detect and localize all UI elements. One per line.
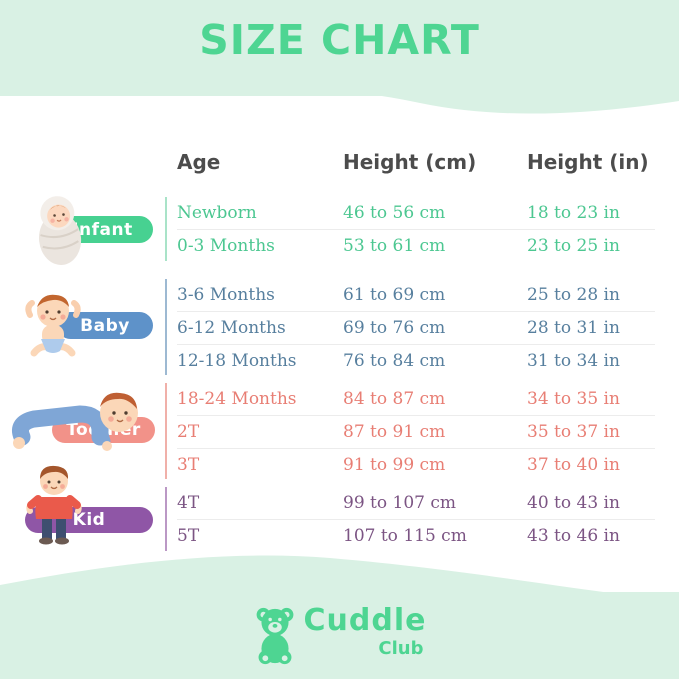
table-row: 12-18 Months 76 to 84 cm 31 to 34 in (177, 345, 655, 377)
swaddled-infant-illustration (20, 189, 100, 267)
group-label: Baby (80, 315, 130, 336)
group-label: Infant (72, 219, 133, 240)
age-cell: 18-24 Months (177, 389, 297, 409)
header-height-in: Height (in) (527, 150, 649, 174)
page-title: SIZE CHART (199, 16, 480, 64)
sitting-baby-illustration (22, 289, 84, 367)
table-row: 2T 87 to 91 cm 35 to 37 in (177, 416, 655, 449)
age-cell: 12-18 Months (177, 351, 297, 371)
height-cm-cell: 61 to 69 cm (343, 285, 446, 305)
height-in-cell: 35 to 37 in (527, 422, 620, 442)
table-row: 6-12 Months 69 to 76 cm 28 to 31 in (177, 312, 655, 345)
size-group-baby: Baby 3-6 Months 61 to 69 cm 25 to 28 in 6-1… (0, 279, 655, 375)
bottom-wave (0, 555, 679, 679)
table-row: Newborn 46 to 56 cm 18 to 23 in (177, 197, 655, 230)
age-cell: 2T (177, 422, 200, 442)
height-in-cell: 40 to 43 in (527, 493, 620, 513)
height-in-cell: 31 to 34 in (527, 351, 620, 371)
standing-kid-illustration (24, 463, 84, 547)
age-cell: 6-12 Months (177, 318, 286, 338)
height-in-cell: 34 to 35 in (527, 389, 620, 409)
logo-sub-text: Club (378, 638, 424, 659)
height-cm-cell: 99 to 107 cm (343, 493, 456, 513)
height-in-cell: 18 to 23 in (527, 203, 620, 223)
height-in-cell: 28 to 31 in (527, 318, 620, 338)
height-in-cell: 23 to 25 in (527, 236, 620, 256)
age-cell: 3T (177, 455, 200, 475)
infant-rows: Newborn 46 to 56 cm 18 to 23 in 0-3 Months 5… (165, 197, 655, 261)
table-row: 0-3 Months 53 to 61 cm 23 to 25 in (177, 230, 655, 262)
height-cm-cell: 87 to 91 cm (343, 422, 446, 442)
teddy-bear-icon (256, 607, 293, 665)
table-row: 3T 91 to 99 cm 37 to 40 in (177, 449, 655, 481)
height-cm-cell: 107 to 115 cm (343, 526, 467, 546)
height-cm-cell: 53 to 61 cm (343, 236, 446, 256)
age-cell: 4T (177, 493, 200, 513)
toddler-rows: 18-24 Months 84 to 87 cm 34 to 35 in 2T 87 t… (165, 383, 655, 479)
height-cm-cell: 46 to 56 cm (343, 203, 446, 223)
height-cm-cell: 84 to 87 cm (343, 389, 446, 409)
age-cell: Newborn (177, 203, 257, 223)
height-in-cell: 37 to 40 in (527, 455, 620, 475)
height-cm-cell: 91 to 99 cm (343, 455, 446, 475)
group-label: Kid (72, 510, 106, 530)
table-header: Age Height (cm) Height (in) (177, 150, 649, 174)
size-group-kid: Kid 4T 99 to 107 cm 40 to 43 in 5T 107 to 11… (0, 465, 655, 551)
baby-badge: Baby (57, 312, 153, 339)
table-row: 5T 107 to 115 cm 43 to 46 in (177, 520, 655, 552)
height-cm-cell: 76 to 84 cm (343, 351, 446, 371)
logo-brand-text: Cuddle (303, 603, 427, 638)
table-row: 3-6 Months 61 to 69 cm 25 to 28 in (177, 279, 655, 312)
table-row: 4T 99 to 107 cm 40 to 43 in (177, 487, 655, 520)
top-wave (0, 0, 679, 114)
crawling-toddler-illustration (6, 385, 146, 457)
table-row: 18-24 Months 84 to 87 cm 34 to 35 in (177, 383, 655, 416)
height-cm-cell: 69 to 76 cm (343, 318, 446, 338)
age-cell: 5T (177, 526, 200, 546)
header-height-cm: Height (cm) (343, 150, 477, 174)
header-age: Age (177, 150, 221, 174)
logo-wordmark: Cuddle Club (304, 606, 427, 658)
age-cell: 3-6 Months (177, 285, 275, 305)
baby-rows: 3-6 Months 61 to 69 cm 25 to 28 in 6-12 Mon… (165, 279, 655, 375)
age-cell: 0-3 Months (177, 236, 275, 256)
height-in-cell: 43 to 46 in (527, 526, 620, 546)
height-in-cell: 25 to 28 in (527, 285, 620, 305)
brand-logo: Cuddle Club (0, 606, 679, 666)
kid-rows: 4T 99 to 107 cm 40 to 43 in 5T 107 to 115 cm… (165, 487, 655, 551)
size-group-infant: Infant Newborn 46 to 56 cm 18 to 23 in 0-3 … (0, 196, 655, 266)
